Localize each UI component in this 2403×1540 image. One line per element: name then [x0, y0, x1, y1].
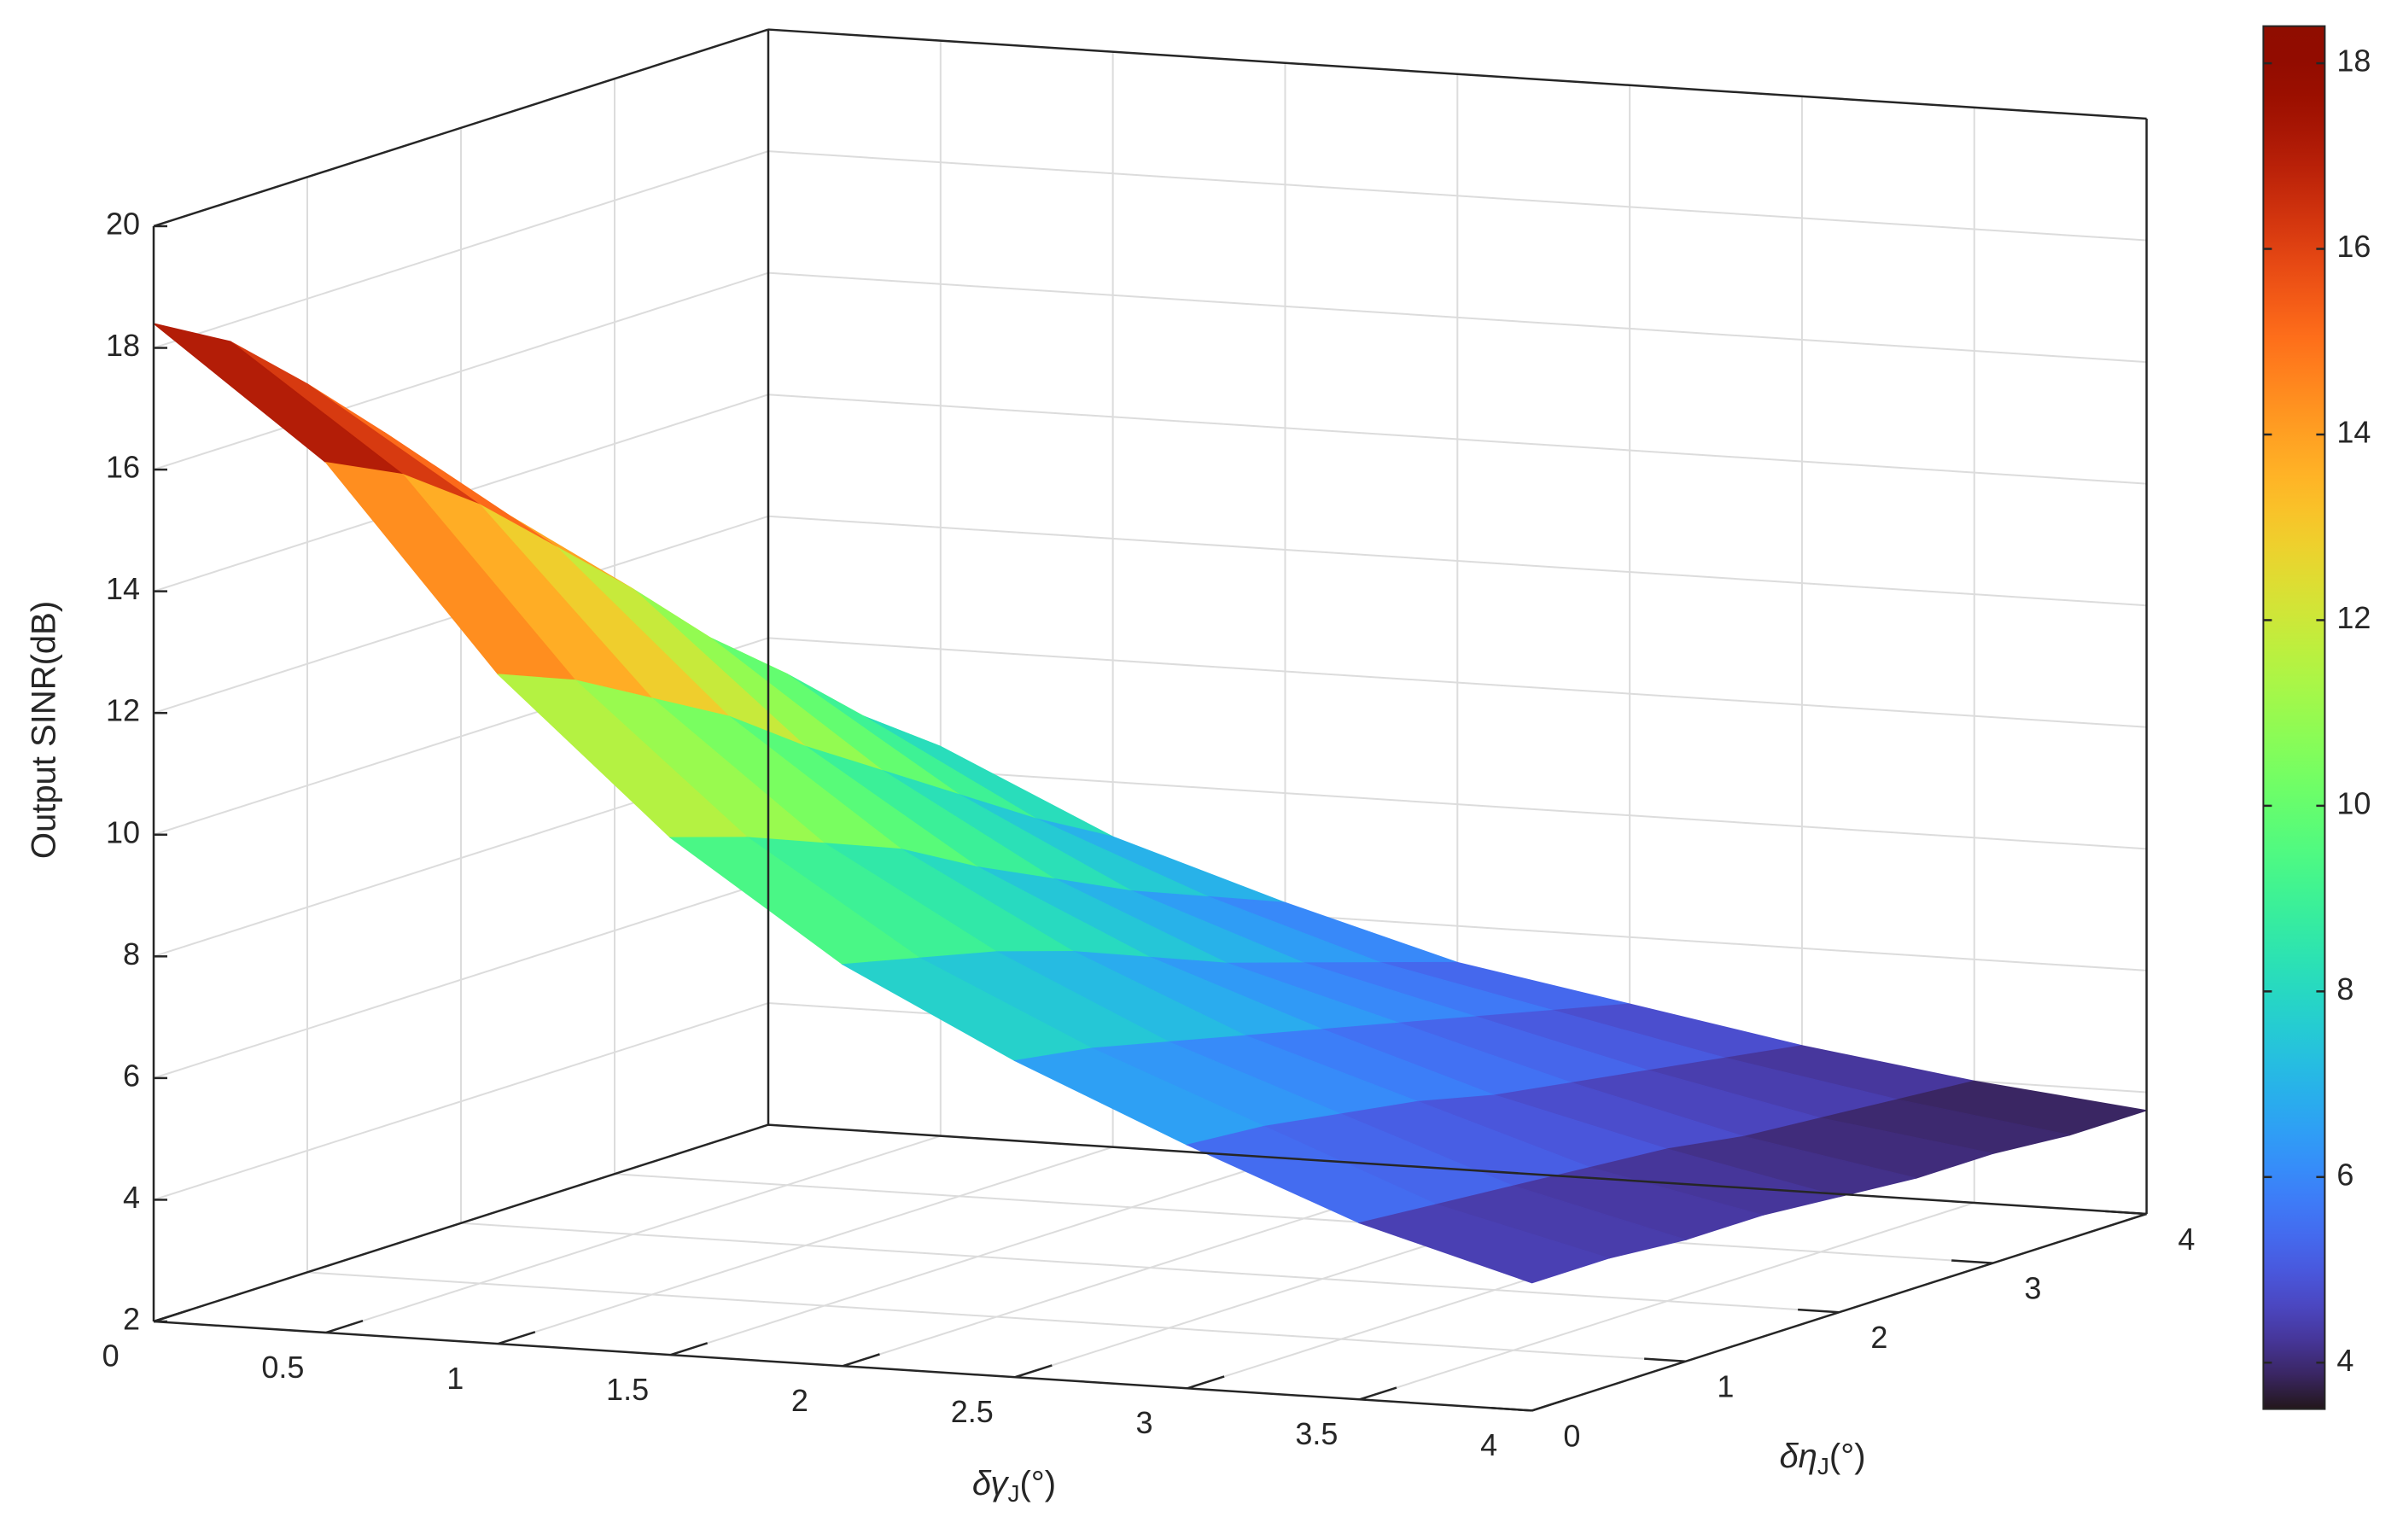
- y-tick: [1951, 1259, 1993, 1264]
- x-tick-label: 0: [102, 1339, 120, 1374]
- axis-line: [767, 28, 2147, 120]
- x-tick-label: 1: [446, 1361, 464, 1396]
- x-tick: [1531, 1397, 1570, 1412]
- x-tick-label: 0.5: [261, 1350, 304, 1385]
- grid-line: [153, 1002, 769, 1201]
- x-tick-label: 3: [1136, 1405, 1153, 1440]
- x-label-main: δγ: [972, 1465, 1010, 1502]
- x-tick: [842, 1353, 880, 1368]
- grid-line: [767, 758, 2147, 850]
- grid: [153, 28, 2148, 1412]
- axis-line: [153, 1123, 769, 1323]
- x-tick: [1359, 1386, 1397, 1401]
- x-tick: [325, 1320, 364, 1334]
- grid-line: [153, 880, 769, 1079]
- z-tick-label: 6: [123, 1058, 140, 1093]
- y-tick-label: 3: [2024, 1271, 2041, 1306]
- grid-line: [306, 1271, 1686, 1362]
- colorbar-tick-label: 18: [2336, 44, 2371, 79]
- grid-line: [614, 1173, 1993, 1264]
- surface-patch: [1357, 1204, 1611, 1284]
- colorbar-tick-label: 12: [2336, 600, 2371, 635]
- surface-patch: [153, 323, 404, 475]
- colorbar-tick-label: 10: [2336, 785, 2371, 820]
- grid-line: [767, 515, 2147, 607]
- z-tick-label: 12: [106, 693, 140, 728]
- z-tick-label: 18: [106, 328, 140, 363]
- y-tick-label: 4: [2178, 1222, 2195, 1257]
- y-label-sub: J: [1817, 1453, 1829, 1479]
- x-label-unit: (°): [1019, 1465, 1056, 1502]
- grid-line: [460, 1222, 1840, 1314]
- x-tick-label: 1.5: [606, 1372, 649, 1407]
- z-tick-label: 16: [106, 450, 140, 485]
- colorbar-tick-label: 8: [2336, 971, 2353, 1006]
- axis-line: [767, 1123, 2147, 1216]
- x-label-sub: J: [1007, 1480, 1019, 1507]
- y-label-main: δη: [1779, 1438, 1817, 1475]
- grid-line: [153, 150, 769, 349]
- x-tick: [1187, 1375, 1225, 1390]
- grid-line: [767, 637, 2147, 728]
- z-tick-label: 2: [123, 1302, 140, 1337]
- x-tick-label: 4: [1480, 1427, 1497, 1462]
- z-tick-label: 14: [106, 571, 140, 606]
- y-tick: [2105, 1210, 2147, 1216]
- axis-line: [153, 28, 769, 228]
- colorbar-tick-label: 16: [2336, 229, 2371, 264]
- x-tick: [670, 1342, 709, 1356]
- y-tick: [1490, 1407, 1532, 1412]
- grid-line: [767, 394, 2147, 485]
- colorbar-tick-label: 4: [2336, 1343, 2353, 1378]
- x-tick-label: 3.5: [1295, 1416, 1338, 1451]
- x-axis-label: δγJ(°): [972, 1465, 1056, 1508]
- colorbar-fill: [2262, 25, 2326, 1410]
- grid-line: [767, 271, 2147, 364]
- y-tick-label: 2: [1870, 1320, 1887, 1355]
- y-axis-label: δηJ(°): [1779, 1438, 1865, 1480]
- z-axis-label: Output SINR(dB): [26, 601, 63, 859]
- x-tick-label: 2: [791, 1383, 808, 1418]
- y-tick: [1644, 1357, 1686, 1363]
- grid-line: [153, 271, 769, 471]
- x-tick: [498, 1331, 536, 1345]
- z-tick-label: 20: [106, 206, 140, 241]
- y-label-unit: (°): [1829, 1438, 1866, 1475]
- colorbar-tick-label: 14: [2336, 415, 2371, 450]
- surface: [153, 323, 2147, 1284]
- grid-line: [767, 150, 2147, 242]
- x-tick-label: 2.5: [951, 1394, 994, 1429]
- colorbar: 4 6 8 10 12 14 16 18: [2262, 25, 2371, 1410]
- z-tick-label: 10: [106, 814, 140, 849]
- y-tick-label: 0: [1563, 1418, 1580, 1453]
- x-tick: [1014, 1364, 1053, 1379]
- colorbar-tick-label: 6: [2336, 1157, 2353, 1192]
- y-tick: [1798, 1308, 1840, 1314]
- x-tick: [153, 1308, 191, 1323]
- y-tick-label: 1: [1717, 1369, 1734, 1404]
- z-tick-label: 4: [123, 1180, 140, 1215]
- z-tick-label: 8: [123, 936, 140, 971]
